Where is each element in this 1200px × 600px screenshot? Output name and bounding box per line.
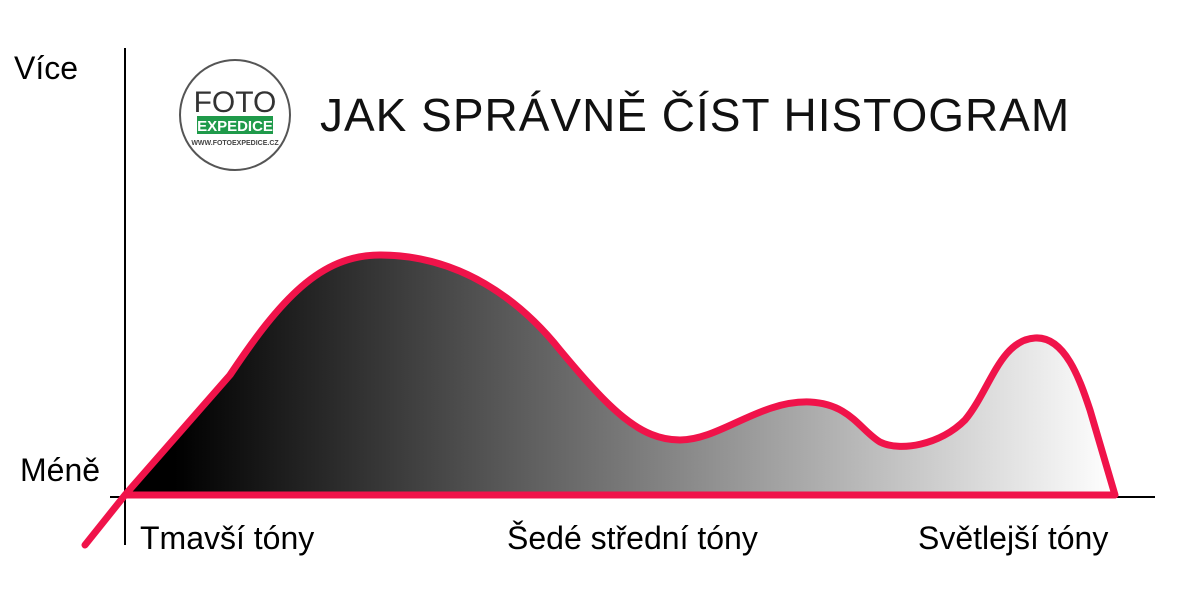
svg-text:EXPEDICE: EXPEDICE bbox=[197, 118, 273, 135]
logo: FOTO EXPEDICE WWW.FOTOEXPEDICE.CZ bbox=[179, 59, 291, 171]
x-label-mid: Šedé střední tóny bbox=[507, 520, 758, 556]
histogram-curve bbox=[81, 251, 1119, 549]
page-title: JAK SPRÁVNĚ ČÍST HISTOGRAM bbox=[320, 89, 1071, 141]
x-label-light: Světlejší tóny bbox=[918, 520, 1109, 556]
histogram-area bbox=[125, 255, 1115, 495]
svg-text:WWW.FOTOEXPEDICE.CZ: WWW.FOTOEXPEDICE.CZ bbox=[191, 140, 279, 147]
y-axis-top-label: Více bbox=[14, 50, 79, 86]
y-axis-bottom-label: Méně bbox=[20, 452, 101, 488]
svg-text:FOTO: FOTO bbox=[194, 86, 277, 119]
x-label-dark: Tmavší tóny bbox=[140, 520, 315, 556]
